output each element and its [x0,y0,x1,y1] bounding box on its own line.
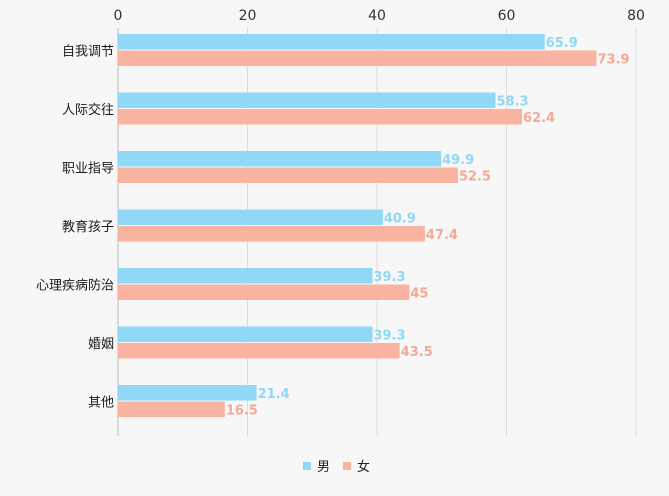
female-bar [118,343,400,359]
male-value-label: 39.3 [373,270,405,285]
male-value-label: 39.3 [373,329,405,344]
male-bar [118,326,373,342]
x-tick-label-0: 0 [114,8,123,24]
category-label: 职业指导 [62,162,114,177]
female-bar [118,401,225,417]
female-bar [118,50,597,66]
female-value-label: 73.9 [598,53,630,68]
legend-swatch-female [343,462,351,470]
male-value-label: 58.3 [496,95,528,110]
female-value-label: 52.5 [459,170,491,185]
male-bar [118,268,373,284]
category-label: 教育孩子 [62,219,114,235]
legend-label-female: 女 [357,459,370,475]
male-value-label: 21.4 [258,387,290,402]
bars [118,34,597,417]
data-labels: 65.9 58.3 49.9 40.9 39.3 39.3 21.4 73.9 62.4 52.5… [226,36,630,419]
female-bar [118,167,458,183]
female-bar [118,226,425,242]
female-bar [118,109,523,125]
legend-label-male: 男 [317,460,330,475]
female-value-label: 47.4 [426,228,458,243]
female-bar [118,284,410,300]
x-tick-label-20: 20 [239,8,257,24]
male-bar [118,34,545,50]
female-value-label: 43.5 [401,345,433,360]
male-value-label: 49.9 [442,153,474,168]
male-bar [118,385,257,401]
category-label: 婚姻 [88,337,114,352]
male-bar [118,209,383,225]
category-label: 心理疾病防治 [36,278,114,294]
legend-swatch-male [303,462,311,470]
female-value-label: 16.5 [226,404,258,419]
male-bar [118,92,496,108]
category-label: 其他 [88,396,114,411]
x-tick-label-60: 60 [498,8,516,24]
x-axis-ticks: 0 20 40 60 80 [114,8,645,24]
male-value-label: 65.9 [546,36,578,51]
x-tick-label-40: 40 [368,8,386,24]
x-tick-label-80: 80 [627,8,645,24]
male-value-label: 40.9 [384,212,416,227]
female-value-label: 62.4 [523,111,555,126]
category-label: 自我调节 [62,45,114,60]
male-bar [118,151,442,167]
category-label: 人际交往 [62,102,114,118]
legend: 男女 [303,459,370,475]
female-value-label: 45 [410,287,428,302]
